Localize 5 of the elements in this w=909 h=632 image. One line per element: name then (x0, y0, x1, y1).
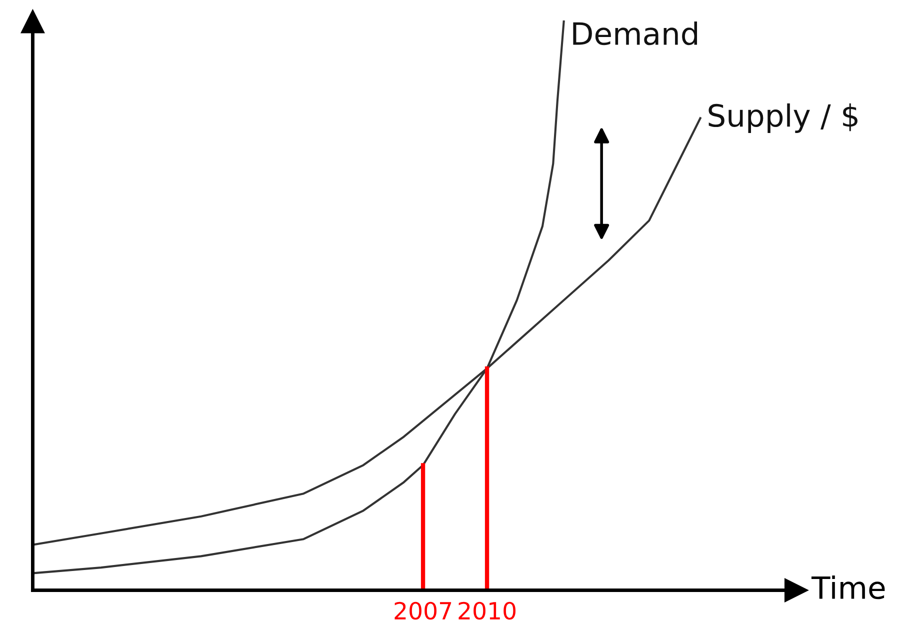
x-tick-label: 2007 (394, 602, 452, 620)
x-axis-title: Time (811, 576, 885, 600)
x-tick-label: 2010 (458, 602, 516, 620)
series-label: Supply / $ (708, 103, 858, 133)
series-label: Demand (573, 21, 698, 46)
